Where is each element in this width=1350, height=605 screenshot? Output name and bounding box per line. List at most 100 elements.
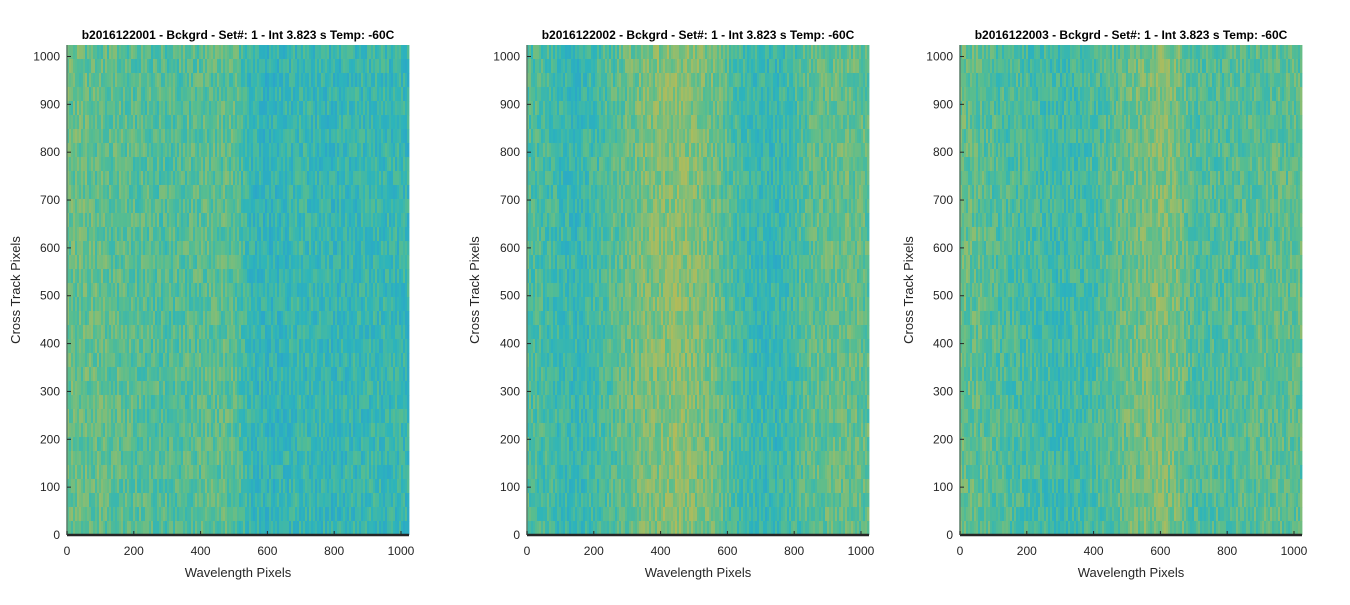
heatmap-cell xyxy=(95,423,98,438)
heatmap-cell xyxy=(195,451,198,466)
heatmap-cell xyxy=(157,171,160,186)
heatmap-cell xyxy=(93,283,96,298)
heatmap-cell xyxy=(157,423,160,438)
heatmap-cell xyxy=(103,241,106,256)
heatmap-cell xyxy=(87,241,90,256)
heatmap-cell xyxy=(69,423,72,438)
heatmap-cell xyxy=(97,493,100,508)
heatmap-cell xyxy=(105,451,108,466)
heatmap-cell xyxy=(89,465,92,480)
heatmap-cell xyxy=(173,73,176,88)
heatmap-cell xyxy=(103,101,106,116)
heatmap-cell xyxy=(167,465,170,480)
heatmap-cell xyxy=(105,283,108,298)
heatmap-cell xyxy=(193,241,196,256)
heatmap-cell xyxy=(193,45,196,60)
heatmap-cell xyxy=(113,465,116,480)
heatmap-cell xyxy=(143,199,146,214)
heatmap-cell xyxy=(193,73,196,88)
heatmap-cell xyxy=(133,311,136,326)
heatmap-cell xyxy=(179,45,182,60)
heatmap-cell xyxy=(115,213,118,228)
heatmap-cell xyxy=(73,115,76,130)
heatmap-cell xyxy=(117,45,120,60)
heatmap-cell xyxy=(205,255,208,270)
heatmap-cell xyxy=(119,227,122,242)
heatmap-cell xyxy=(177,255,180,270)
heatmap-cell xyxy=(141,87,144,102)
heatmap-cell xyxy=(67,521,70,535)
heatmap-cell xyxy=(137,493,140,508)
heatmap-cell xyxy=(75,101,78,116)
heatmap-cell xyxy=(73,395,76,410)
heatmap-cell xyxy=(119,143,122,158)
heatmap-cell xyxy=(79,115,82,130)
heatmap-cell xyxy=(137,451,140,466)
heatmap-cell xyxy=(193,381,196,396)
heatmap-cell xyxy=(157,493,160,508)
heatmap-cell xyxy=(171,185,174,200)
heatmap-cell xyxy=(91,395,94,410)
heatmap-cell xyxy=(183,437,186,452)
heatmap-cell xyxy=(197,423,200,438)
heatmap-cell xyxy=(171,381,174,396)
heatmap-cell xyxy=(109,493,112,508)
heatmap-cell xyxy=(153,339,156,354)
heatmap-cell xyxy=(177,479,180,494)
heatmap-cell xyxy=(171,283,174,298)
heatmap-cell xyxy=(87,507,90,522)
heatmap-cell xyxy=(145,339,148,354)
heatmap-cell xyxy=(187,479,190,494)
heatmap-cell xyxy=(83,507,86,522)
heatmap-cell xyxy=(191,395,194,410)
heatmap-cell xyxy=(105,395,108,410)
heatmap-cell xyxy=(205,395,208,410)
heatmap-cell xyxy=(177,353,180,368)
heatmap-cell xyxy=(203,73,206,88)
heatmap-cell xyxy=(123,381,126,396)
heatmap-cell xyxy=(87,521,90,535)
heatmap-cell xyxy=(195,269,198,284)
heatmap-cell xyxy=(197,59,200,74)
heatmap-cell xyxy=(153,59,156,74)
heatmap-cell xyxy=(113,59,116,74)
heatmap-cell xyxy=(131,227,134,242)
heatmap-cell xyxy=(197,157,200,172)
heatmap-cell xyxy=(135,255,138,270)
heatmap-cell xyxy=(153,171,156,186)
heatmap-cell xyxy=(115,115,118,130)
heatmap-cell xyxy=(145,73,148,88)
heatmap-cell xyxy=(189,325,192,340)
heatmap-cell xyxy=(159,325,162,340)
heatmap-cell xyxy=(205,381,208,396)
heatmap-cell xyxy=(67,101,70,116)
heatmap-cell xyxy=(107,507,110,522)
heatmap-cell xyxy=(121,311,124,326)
heatmap-cell xyxy=(67,157,70,172)
heatmap-cell xyxy=(191,437,194,452)
heatmap-cell xyxy=(177,87,180,102)
heatmap-cell xyxy=(163,339,166,354)
heatmap-cell xyxy=(99,101,102,116)
heatmap-cell xyxy=(135,451,138,466)
heatmap-cell xyxy=(207,451,210,466)
heatmap-cell xyxy=(137,339,140,354)
heatmap-cell xyxy=(151,59,154,74)
heatmap-cell xyxy=(133,283,136,298)
heatmap-cell xyxy=(181,409,184,424)
heatmap-cell xyxy=(79,269,82,284)
heatmap-cell xyxy=(81,241,84,256)
heatmap-cell xyxy=(199,157,202,172)
heatmap-cell xyxy=(143,45,146,60)
heatmap-cell xyxy=(179,269,182,284)
heatmap-cell xyxy=(77,185,80,200)
heatmap-cell xyxy=(115,381,118,396)
heatmap-cell xyxy=(85,423,88,438)
heatmap-cell xyxy=(153,45,156,60)
heatmap-cell xyxy=(201,493,204,508)
heatmap-cell xyxy=(115,339,118,354)
heatmap-cell xyxy=(133,129,136,144)
heatmap-cell xyxy=(181,479,184,494)
heatmap-cell xyxy=(179,325,182,340)
heatmap-cell xyxy=(83,297,86,312)
